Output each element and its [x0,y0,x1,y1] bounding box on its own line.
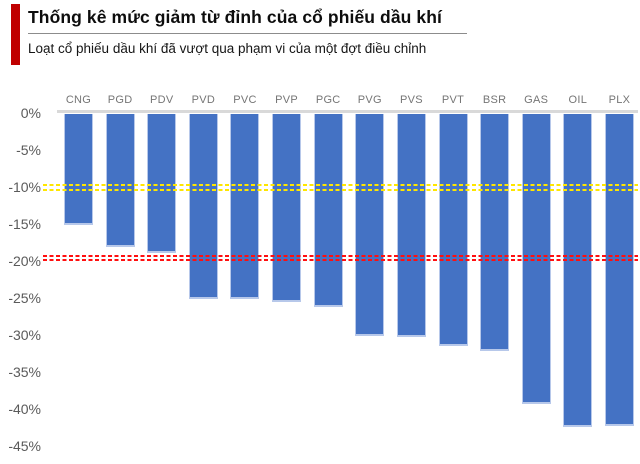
bar-PVD [188,113,218,299]
reference-line-bear-dashes [43,259,638,262]
bar-PVT [438,113,468,347]
accent-bar [11,4,20,65]
y-tick-label--45pct: -45% [8,438,41,455]
bar-PVP [272,113,302,303]
y-tick-label--30pct: -30% [8,327,41,344]
category-label-PLX: PLX [608,94,631,106]
category-label-OIL: OIL [568,94,588,106]
reference-line-bear-dashes [43,254,638,257]
category-label-CNG: CNG [65,94,92,106]
reference-line-correction-dashes [43,184,638,187]
bar-OIL [563,113,593,427]
y-tick-label--40pct: -40% [8,401,41,418]
category-label-BSR: BSR [482,94,507,106]
y-tick-label-0pct: 0% [20,105,41,121]
bar-PLX [604,113,634,427]
bar-PGD [105,113,135,247]
bar-GAS [521,113,551,404]
bar-PVG [355,113,385,336]
y-tick-label--35pct: -35% [8,364,41,381]
bar-BSR [480,113,510,352]
bar-chart: 0% -5% -10% -15% -20% -25% -30% -35% -40% -45% CN… [0,86,640,464]
bar-PVS [396,113,426,337]
category-label-PVG: PVG [357,94,382,106]
category-label-PDV: PDV [149,94,174,106]
category-label-GAS: GAS [524,94,549,106]
category-label-PVS: PVS [399,94,423,106]
reference-line-correction [43,184,638,191]
page-title: Thống kê mức giảm từ đỉnh của cổ phiếu d… [28,7,443,27]
bar-PDV [147,113,177,253]
y-tick-label--25pct: -25% [8,290,41,307]
category-label-PVT: PVT [441,94,465,106]
bar-PGC [313,113,343,307]
category-label-PGC: PGC [315,94,341,106]
y-tick-label--5pct: -5% [16,142,41,159]
page-subtitle: Loạt cổ phiếu dầu khí đã vượt qua phạm v… [28,41,427,56]
bar-CNG [64,113,93,225]
title-underline [28,33,467,34]
reference-line-correction-dashes [43,188,638,191]
category-label-PVP: PVP [275,94,299,106]
category-label-PVD: PVD [191,94,216,106]
y-tick-label--20pct: -20% [8,253,41,270]
category-label-PGD: PGD [107,94,133,106]
y-tick-label--10pct: -10% [8,179,41,196]
zero-axis-line [57,110,638,113]
bar-PVC [230,113,260,300]
reference-line-bear [43,254,638,262]
category-label-PVC: PVC [233,94,257,106]
y-tick-label--15pct: -15% [8,216,41,233]
